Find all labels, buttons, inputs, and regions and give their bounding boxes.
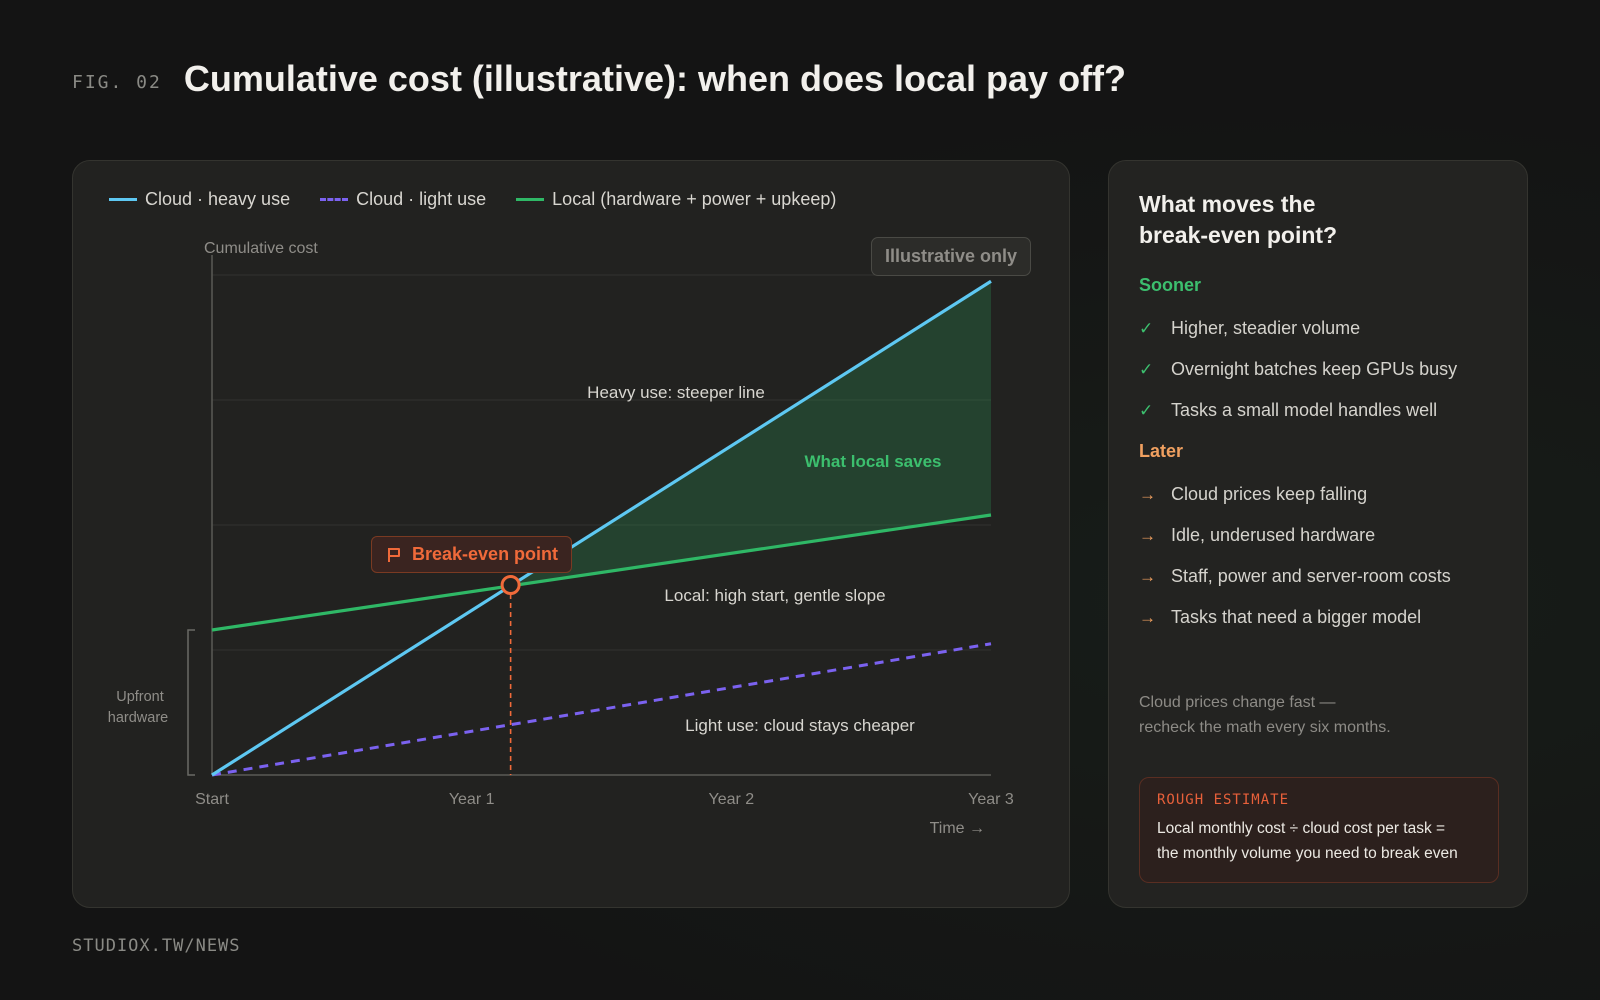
series-line-local xyxy=(211,513,992,632)
upfront-label: Upfront xyxy=(116,689,164,705)
later-heading: Later xyxy=(1139,441,1184,461)
legend-label-cloud-heavy: Cloud · heavy use xyxy=(145,189,291,209)
factor-item: → Tasks that need a bigger model xyxy=(1139,597,1497,638)
breakeven-factors-panel: What moves the break-even point? Sooner … xyxy=(1108,160,1528,908)
figure-number: FIG. 02 xyxy=(72,71,162,93)
annotation-heavy-use: Heavy use: steeper line xyxy=(587,383,765,402)
arrow-right-icon: → xyxy=(1139,525,1156,545)
annotation-light-use: Light use: cloud stays cheaper xyxy=(685,716,915,735)
series-line-cloud-heavy xyxy=(211,279,992,777)
legend-swatch-cloud-heavy xyxy=(109,198,137,201)
check-icon: ✓ xyxy=(1139,400,1154,420)
arrow-right-icon: → xyxy=(1139,566,1156,586)
panel-title: What moves the break-even point? xyxy=(1139,191,1338,248)
break-even-text: Break-even point xyxy=(412,544,559,564)
factor-text: Tasks a small model handles well xyxy=(1171,400,1438,420)
legend-swatch-local xyxy=(516,198,545,201)
series-line-cloud-light xyxy=(211,642,992,777)
note-line: recheck the math every six months. xyxy=(1139,719,1391,736)
x-tick-label: Year 2 xyxy=(708,791,754,808)
factor-item: → Staff, power and server-room costs xyxy=(1139,556,1497,597)
factor-item: → Cloud prices keep falling xyxy=(1139,474,1497,515)
sooner-heading: Sooner xyxy=(1139,275,1202,295)
price-change-note: Cloud prices change fast — recheck the m… xyxy=(1139,690,1497,740)
factor-item: ✓ Higher, steadier volume xyxy=(1139,308,1497,349)
estimate-label: ROUGH ESTIMATE xyxy=(1157,792,1290,808)
later-group: Later → Cloud prices keep falling → Idle, u… xyxy=(1139,441,1497,638)
x-tick-label: Year 3 xyxy=(968,791,1014,808)
chart-card: Cloud · heavy use Cloud · light use Loca… xyxy=(72,160,1070,908)
estimate-line: the monthly volume you need to break eve… xyxy=(1157,845,1458,862)
estimate-line: Local monthly cost ÷ cloud cost per task… xyxy=(1157,820,1446,837)
arrow-right-icon: → xyxy=(1139,607,1156,627)
sooner-group: Sooner ✓ Higher, steadier volume ✓ Overnigh… xyxy=(1139,275,1497,431)
factor-text: Staff, power and server-room costs xyxy=(1171,566,1451,586)
legend-item-local: Local (hardware + power + upkeep) xyxy=(516,189,836,210)
upfront-label: hardware xyxy=(108,710,168,726)
check-icon: ✓ xyxy=(1139,359,1154,379)
break-even-marker xyxy=(500,575,521,595)
x-tick-label: Year 1 xyxy=(449,791,495,808)
factor-item: → Idle, underused hardware xyxy=(1139,515,1497,556)
legend-item-cloud-heavy: Cloud · heavy use xyxy=(109,189,290,210)
factor-item: ✓ Tasks a small model handles well xyxy=(1139,390,1497,431)
upfront-bracket xyxy=(187,629,195,776)
chart-legend: Cloud · heavy use Cloud · light use Loca… xyxy=(109,189,866,210)
factor-text: Cloud prices keep falling xyxy=(1171,484,1368,504)
factor-text: Higher, steadier volume xyxy=(1171,318,1361,338)
flag-icon xyxy=(388,547,400,562)
check-icon: ✓ xyxy=(1139,318,1154,338)
x-axis-label: Time → xyxy=(930,820,985,837)
factor-text: Idle, underused hardware xyxy=(1171,525,1376,545)
estimate-formula: Local monthly cost ÷ cloud cost per task… xyxy=(1157,816,1481,866)
legend-label-cloud-light: Cloud · light use xyxy=(356,189,487,209)
arrow-right-icon: → xyxy=(1139,484,1156,504)
note-line: Cloud prices change fast — xyxy=(1139,694,1336,711)
factor-text: Tasks that need a bigger model xyxy=(1171,607,1422,627)
factor-item: ✓ Overnight batches keep GPUs busy xyxy=(1139,349,1497,390)
annotation-local: Local: high start, gentle slope xyxy=(664,586,885,605)
illustrative-badge: Illustrative only xyxy=(871,237,1032,276)
legend-swatch-cloud-light xyxy=(320,198,349,201)
figure-title: Cumulative cost (illustrative): when doe… xyxy=(183,58,1127,99)
footer-source: STUDIOX.TW/NEWS xyxy=(72,936,241,956)
factor-text: Overnight batches keep GPUs busy xyxy=(1171,359,1458,379)
rough-estimate-box: ROUGH ESTIMATE Local monthly cost ÷ clou… xyxy=(1139,777,1499,883)
legend-item-cloud-light: Cloud · light use xyxy=(320,189,486,210)
later-list: → Cloud prices keep falling → Idle, underus… xyxy=(1139,474,1497,638)
savings-label: What local saves xyxy=(804,452,941,471)
chart-plot: Upfront hardware Start Year 1 Year 2 Year 3 Cu… xyxy=(108,240,1014,837)
y-axis-label: Cumulative cost xyxy=(204,240,318,257)
figure-header: FIG. 02 Cumulative cost (illustrative): … xyxy=(72,58,1126,100)
break-even-label: Break-even point xyxy=(371,536,573,573)
sooner-list: ✓ Higher, steadier volume ✓ Overnight batch… xyxy=(1139,308,1497,431)
x-tick-label: Start xyxy=(195,791,229,808)
legend-label-local: Local (hardware + power + upkeep) xyxy=(552,189,837,209)
